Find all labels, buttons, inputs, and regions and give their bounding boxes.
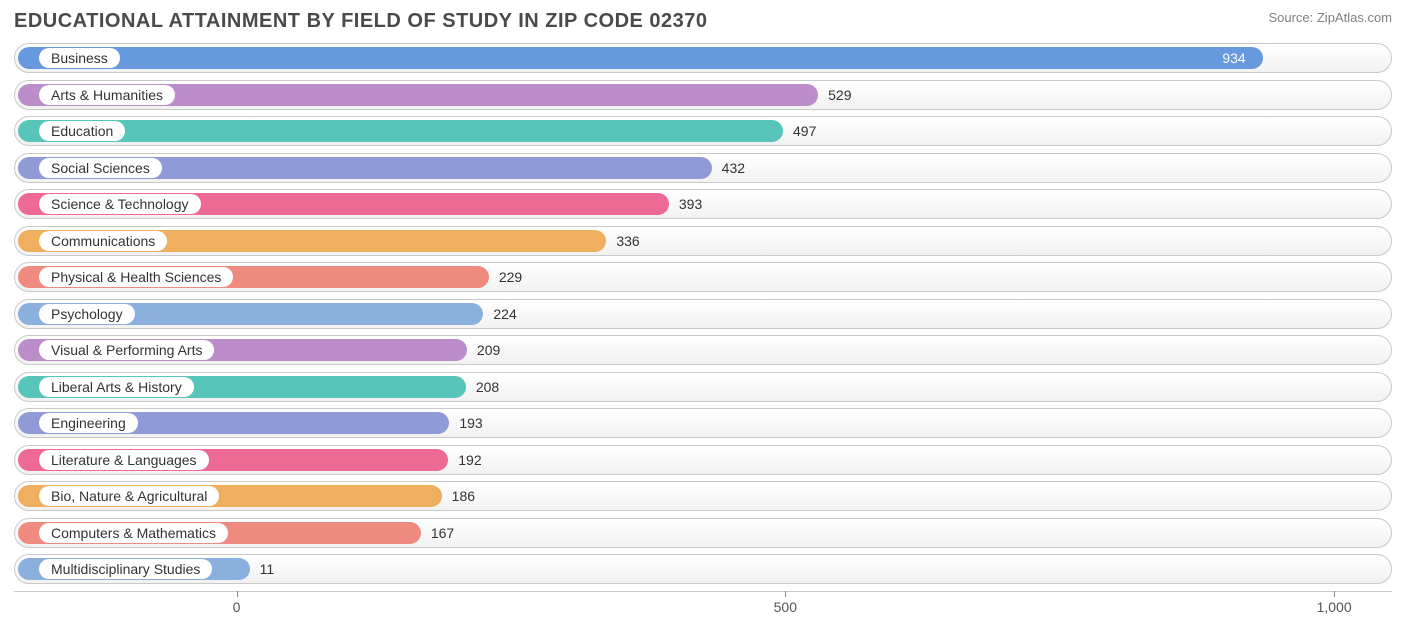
- axis-tick-label: 1,000: [1317, 599, 1352, 615]
- bar-row: Multidisciplinary Studies 11: [14, 554, 1392, 584]
- bar-label: Science & Technology: [39, 194, 201, 214]
- axis-tick-label: 500: [774, 599, 797, 615]
- bar-row: Business 934: [14, 43, 1392, 73]
- chart-header: EDUCATIONAL ATTAINMENT BY FIELD OF STUDY…: [14, 10, 1392, 33]
- bar-value: 167: [431, 519, 454, 547]
- bar-row: Science & Technology 393: [14, 189, 1392, 219]
- bar-label: Business: [39, 48, 120, 68]
- bar-value: 208: [476, 373, 499, 401]
- bar-label: Computers & Mathematics: [39, 523, 228, 543]
- chart-source: Source: ZipAtlas.com: [1268, 10, 1392, 25]
- bar-row: Liberal Arts & History 208: [14, 372, 1392, 402]
- axis-tick: [237, 591, 238, 597]
- bar-label: Social Sciences: [39, 158, 162, 178]
- bar-value: 336: [616, 227, 639, 255]
- bar-label: Arts & Humanities: [39, 85, 175, 105]
- chart-title: EDUCATIONAL ATTAINMENT BY FIELD OF STUDY…: [14, 10, 708, 33]
- bar-value: 934: [1222, 44, 1245, 72]
- bars-area: Business 934 Arts & Humanities 529 Education…: [14, 43, 1392, 584]
- bar-label: Engineering: [39, 413, 138, 433]
- bar-label: Literature & Languages: [39, 450, 209, 470]
- axis-tick: [1334, 591, 1335, 597]
- bar-value: 11: [260, 555, 275, 583]
- bar-label: Education: [39, 121, 125, 141]
- bar-label: Physical & Health Sciences: [39, 267, 233, 287]
- bar-value: 209: [477, 336, 500, 364]
- bar-label: Multidisciplinary Studies: [39, 559, 212, 579]
- bar-value: 192: [458, 446, 481, 474]
- bar-row: Literature & Languages 192: [14, 445, 1392, 475]
- bar-row: Bio, Nature & Agricultural 186: [14, 481, 1392, 511]
- bar-row: Education 497: [14, 116, 1392, 146]
- x-axis: 0 500 1,000: [14, 591, 1392, 621]
- bar-row: Psychology 224: [14, 299, 1392, 329]
- bar-value: 186: [452, 482, 475, 510]
- axis-tick-label: 0: [233, 599, 241, 615]
- bar-value: 229: [499, 263, 522, 291]
- bar-row: Engineering 193: [14, 408, 1392, 438]
- axis-tick: [785, 591, 786, 597]
- bar-value: 497: [793, 117, 816, 145]
- bar-row: Social Sciences 432: [14, 153, 1392, 183]
- bar-value: 393: [679, 190, 702, 218]
- bar-label: Liberal Arts & History: [39, 377, 194, 397]
- bar-row: Physical & Health Sciences 229: [14, 262, 1392, 292]
- axis-line: [14, 591, 1392, 592]
- bar-label: Psychology: [39, 304, 135, 324]
- bar-label: Visual & Performing Arts: [39, 340, 214, 360]
- bar-value: 432: [722, 154, 745, 182]
- bar-value: 224: [493, 300, 516, 328]
- bar-fill: [18, 120, 783, 142]
- bar-fill: [18, 47, 1263, 69]
- chart-container: EDUCATIONAL ATTAINMENT BY FIELD OF STUDY…: [0, 0, 1406, 631]
- bar-row: Visual & Performing Arts 209: [14, 335, 1392, 365]
- bar-value: 193: [459, 409, 482, 437]
- bar-value: 529: [828, 81, 851, 109]
- bar-row: Arts & Humanities 529: [14, 80, 1392, 110]
- bar-row: Communications 336: [14, 226, 1392, 256]
- bar-label: Bio, Nature & Agricultural: [39, 486, 219, 506]
- bar-label: Communications: [39, 231, 167, 251]
- bar-row: Computers & Mathematics 167: [14, 518, 1392, 548]
